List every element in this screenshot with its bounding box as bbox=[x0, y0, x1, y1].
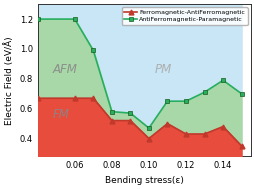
AntiFerromagnetic-Paramagnetic bbox=[165, 100, 168, 102]
Text: PM: PM bbox=[154, 63, 171, 76]
Ferromagnetic-AntiFerromagnetic bbox=[110, 119, 113, 122]
AntiFerromagnetic-Paramagnetic bbox=[221, 79, 224, 81]
AntiFerromagnetic-Paramagnetic bbox=[36, 18, 39, 20]
AntiFerromagnetic-Paramagnetic bbox=[73, 18, 76, 20]
Ferromagnetic-AntiFerromagnetic bbox=[202, 133, 205, 135]
Ferromagnetic-AntiFerromagnetic bbox=[128, 119, 131, 122]
AntiFerromagnetic-Paramagnetic bbox=[202, 91, 205, 93]
AntiFerromagnetic-Paramagnetic bbox=[147, 127, 150, 129]
Text: AFM: AFM bbox=[52, 63, 77, 76]
Ferromagnetic-AntiFerromagnetic bbox=[184, 133, 187, 135]
Ferromagnetic-AntiFerromagnetic bbox=[36, 97, 39, 99]
X-axis label: Bending stress(ε): Bending stress(ε) bbox=[104, 176, 183, 185]
Text: FM: FM bbox=[52, 108, 69, 121]
AntiFerromagnetic-Paramagnetic bbox=[239, 93, 242, 95]
AntiFerromagnetic-Paramagnetic bbox=[110, 111, 113, 113]
Ferromagnetic-AntiFerromagnetic bbox=[73, 97, 76, 99]
Ferromagnetic-AntiFerromagnetic bbox=[165, 122, 168, 125]
AntiFerromagnetic-Paramagnetic bbox=[128, 112, 131, 114]
Line: Ferromagnetic-AntiFerromagnetic: Ferromagnetic-AntiFerromagnetic bbox=[35, 96, 243, 148]
AntiFerromagnetic-Paramagnetic bbox=[91, 49, 94, 52]
AntiFerromagnetic-Paramagnetic bbox=[184, 100, 187, 102]
Line: AntiFerromagnetic-Paramagnetic: AntiFerromagnetic-Paramagnetic bbox=[35, 17, 243, 130]
Ferromagnetic-AntiFerromagnetic bbox=[147, 137, 150, 140]
Y-axis label: Electric Field (eV/Å): Electric Field (eV/Å) bbox=[4, 36, 14, 125]
Ferromagnetic-AntiFerromagnetic bbox=[221, 125, 224, 128]
Legend: Ferromagnetic-AntiFerromagnetic, AntiFerromagnetic-Paramagnetic: Ferromagnetic-AntiFerromagnetic, AntiFer… bbox=[121, 7, 247, 25]
Ferromagnetic-AntiFerromagnetic bbox=[91, 97, 94, 99]
Ferromagnetic-AntiFerromagnetic bbox=[239, 145, 242, 147]
